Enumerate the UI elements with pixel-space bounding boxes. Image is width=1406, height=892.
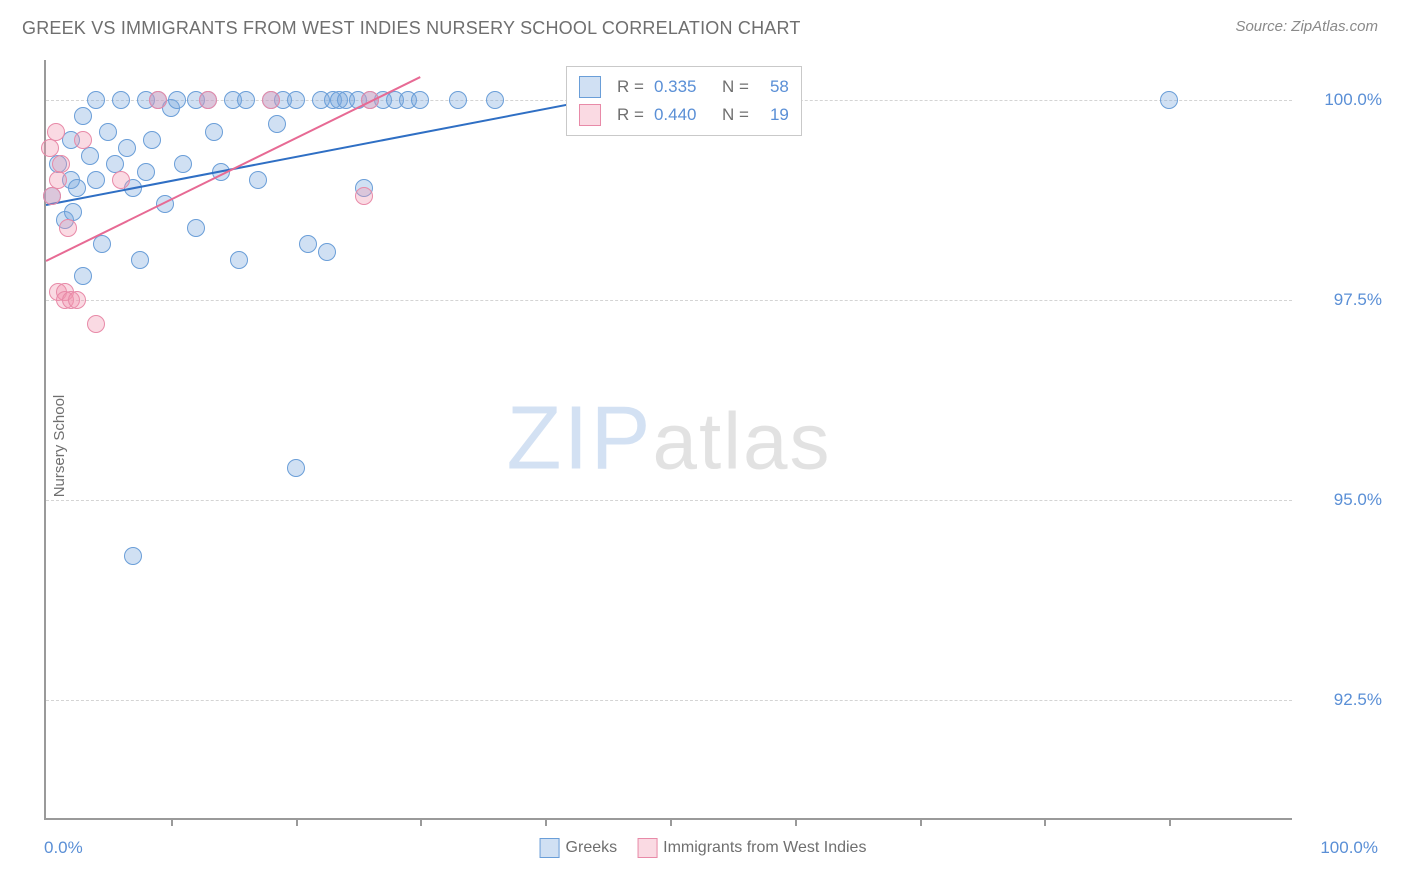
correlation-stats-box: R = 0.335 N = 58 R = 0.440 N = 19 <box>566 66 802 136</box>
data-point <box>68 179 86 197</box>
data-point <box>137 163 155 181</box>
data-point <box>287 459 305 477</box>
data-point <box>74 267 92 285</box>
legend-swatch <box>540 838 560 858</box>
x-tick <box>920 818 922 826</box>
data-point <box>262 91 280 109</box>
gridline <box>46 700 1292 701</box>
x-axis-end-label: 100.0% <box>1320 838 1378 858</box>
data-point <box>318 243 336 261</box>
data-point <box>355 187 373 205</box>
data-point <box>87 91 105 109</box>
watermark: ZIPatlas <box>507 388 832 491</box>
data-point <box>174 155 192 173</box>
gridline <box>46 300 1292 301</box>
data-point <box>74 131 92 149</box>
data-point <box>249 171 267 189</box>
data-point <box>268 115 286 133</box>
legend-item: Immigrants from West Indies <box>637 838 866 858</box>
stats-row: R = 0.440 N = 19 <box>579 101 789 129</box>
data-point <box>230 251 248 269</box>
n-value: 19 <box>759 101 789 129</box>
data-point <box>112 91 130 109</box>
data-point <box>1160 91 1178 109</box>
r-value: 0.335 <box>654 73 712 101</box>
n-value: 58 <box>759 73 789 101</box>
data-point <box>99 123 117 141</box>
data-point <box>187 219 205 237</box>
data-point <box>205 123 223 141</box>
data-point <box>287 91 305 109</box>
data-point <box>41 139 59 157</box>
data-point <box>199 91 217 109</box>
legend-label: Immigrants from West Indies <box>663 839 866 857</box>
y-tick-label: 97.5% <box>1334 290 1382 310</box>
data-point <box>87 171 105 189</box>
y-tick-label: 100.0% <box>1324 90 1382 110</box>
data-point <box>81 147 99 165</box>
y-tick-label: 95.0% <box>1334 490 1382 510</box>
data-point <box>411 91 429 109</box>
series-swatch <box>579 104 601 126</box>
x-tick <box>670 818 672 826</box>
data-point <box>43 187 61 205</box>
x-tick <box>296 818 298 826</box>
data-point <box>449 91 467 109</box>
watermark-atlas: atlas <box>653 397 832 486</box>
x-tick <box>795 818 797 826</box>
data-point <box>486 91 504 109</box>
data-point <box>74 107 92 125</box>
x-tick <box>1169 818 1171 826</box>
series-swatch <box>579 76 601 98</box>
data-point <box>131 251 149 269</box>
data-point <box>52 155 70 173</box>
x-axis-origin-label: 0.0% <box>44 838 83 858</box>
r-label: R = <box>617 101 644 129</box>
data-point <box>149 91 167 109</box>
x-tick <box>545 818 547 826</box>
data-point <box>124 547 142 565</box>
data-point <box>168 91 186 109</box>
data-point <box>47 123 65 141</box>
stats-row: R = 0.335 N = 58 <box>579 73 789 101</box>
data-point <box>87 315 105 333</box>
data-point <box>68 291 86 309</box>
data-point <box>59 219 77 237</box>
watermark-zip: ZIP <box>507 389 653 489</box>
data-point <box>143 131 161 149</box>
legend-label: Greeks <box>566 839 618 857</box>
x-tick <box>1044 818 1046 826</box>
n-label: N = <box>722 73 749 101</box>
legend-swatch <box>637 838 657 858</box>
data-point <box>93 235 111 253</box>
legend: Greeks Immigrants from West Indies <box>540 838 867 858</box>
x-tick <box>171 818 173 826</box>
data-point <box>118 139 136 157</box>
data-point <box>49 171 67 189</box>
n-label: N = <box>722 101 749 129</box>
y-tick-label: 92.5% <box>1334 690 1382 710</box>
r-label: R = <box>617 73 644 101</box>
data-point <box>237 91 255 109</box>
scatter-plot-area: ZIPatlas 92.5%95.0%97.5%100.0%R =0.335N … <box>44 60 1292 820</box>
legend-item: Greeks <box>540 838 618 858</box>
gridline <box>46 500 1292 501</box>
chart-title: GREEK VS IMMIGRANTS FROM WEST INDIES NUR… <box>22 18 801 39</box>
source-attribution: Source: ZipAtlas.com <box>1235 18 1378 35</box>
r-value: 0.440 <box>654 101 712 129</box>
data-point <box>112 171 130 189</box>
x-tick <box>420 818 422 826</box>
data-point <box>299 235 317 253</box>
